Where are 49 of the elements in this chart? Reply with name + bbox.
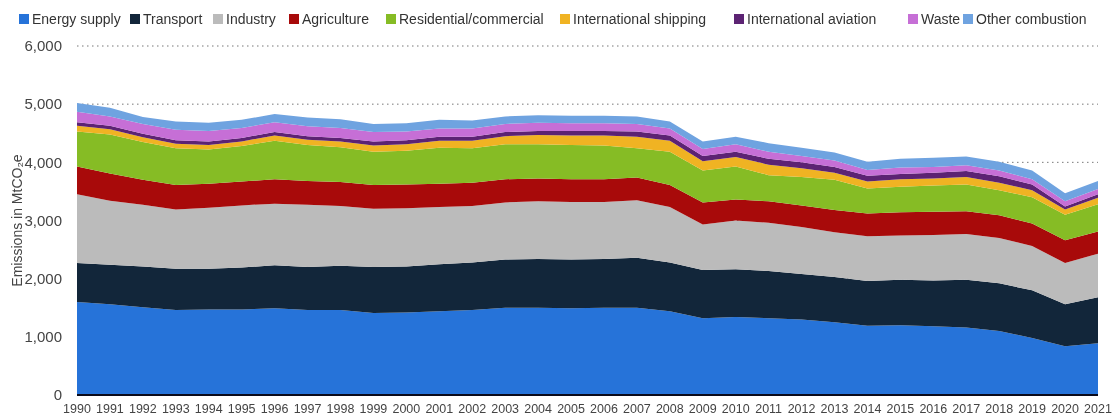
x-tick-label: 1990 — [63, 402, 91, 416]
x-tick-label: 2006 — [590, 402, 618, 416]
y-tick-label: 5,000 — [24, 95, 62, 113]
x-tick-label: 2001 — [425, 402, 454, 416]
y-tick-label: 6,000 — [24, 37, 62, 55]
x-tick-label: 2010 — [721, 402, 750, 416]
x-tick-label: 2012 — [787, 402, 816, 416]
x-tick-label: 1992 — [128, 402, 157, 416]
x-tick-label: 1991 — [96, 402, 124, 416]
x-tick-label: 2007 — [623, 402, 651, 416]
x-tick-label: 1994 — [194, 402, 223, 416]
x-tick-label: 1998 — [326, 402, 355, 416]
x-tick-label: 2021 — [1084, 402, 1112, 416]
x-tick-label: 1996 — [260, 402, 289, 416]
y-tick-label: 1,000 — [24, 328, 62, 346]
x-tick-label: 2014 — [853, 402, 882, 416]
legend-label: Residential/commercial — [399, 11, 544, 27]
y-tick-label: 2,000 — [24, 269, 62, 287]
x-tick-label: 2009 — [688, 402, 717, 416]
x-tick-label: 2011 — [755, 402, 783, 416]
x-tick-label: 2004 — [524, 402, 553, 416]
legend-label: International shipping — [573, 11, 707, 27]
x-tick-label: 2013 — [820, 402, 849, 416]
x-tick-label: 2015 — [886, 402, 915, 416]
x-tick-label: 1997 — [293, 402, 322, 416]
legend-label: Other combustion — [976, 11, 1087, 27]
x-tick-label: 2017 — [952, 402, 981, 416]
x-tick-label: 1993 — [161, 402, 190, 416]
y-tick-label: 3,000 — [24, 211, 62, 229]
y-tick-label: 4,000 — [24, 153, 62, 171]
x-tick-label: 2019 — [1018, 402, 1047, 416]
x-tick-label: 2005 — [557, 402, 585, 416]
legend-label: Energy supply — [32, 11, 121, 27]
x-tick-label: 1999 — [359, 402, 388, 416]
x-tick-label: 2008 — [655, 402, 684, 416]
x-tick-label: 2016 — [919, 402, 948, 416]
x-tick-label: 2000 — [392, 402, 421, 416]
legend-label: Waste — [921, 11, 961, 27]
x-tick-label: 1995 — [227, 402, 256, 416]
legend-label: Industry — [226, 11, 276, 27]
y-tick-label: 0 — [53, 386, 62, 404]
x-tick-label: 2002 — [458, 402, 487, 416]
x-tick-label: 2020 — [1051, 402, 1080, 416]
legend-label: International aviation — [747, 11, 877, 27]
x-tick-label: 2018 — [985, 402, 1014, 416]
legend-label: Agriculture — [302, 11, 370, 27]
y-axis-title: Emissions in MtCO₂e — [9, 154, 25, 287]
x-tick-label: 2003 — [491, 402, 520, 416]
legend-label: Transport — [143, 11, 203, 27]
